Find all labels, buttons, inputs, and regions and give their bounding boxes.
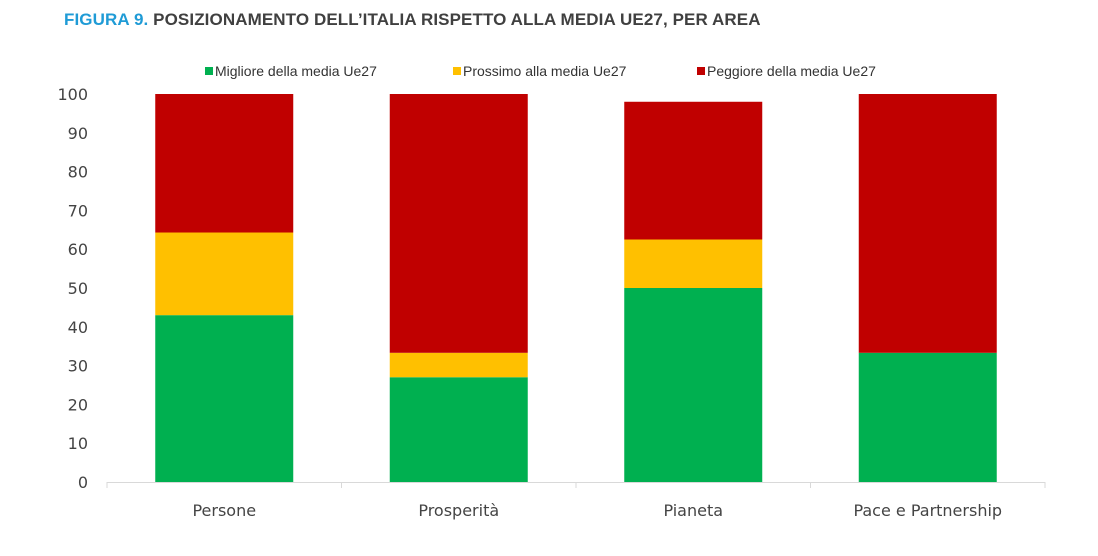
bar-segment xyxy=(155,94,294,233)
legend-label: Prossimo alla media Ue27 xyxy=(463,63,627,79)
legend: Migliore della media Ue27 Prossimo alla m… xyxy=(205,63,876,79)
bar-segment xyxy=(389,94,528,353)
y-tick-label: 60 xyxy=(68,240,88,259)
bar-segment xyxy=(389,377,528,482)
bar-segment xyxy=(624,101,763,240)
y-tick-label: 40 xyxy=(68,318,88,337)
bar-segment xyxy=(155,315,294,482)
legend-label: Migliore della media Ue27 xyxy=(215,63,377,79)
bar-segment xyxy=(624,239,763,288)
bars xyxy=(155,94,997,482)
category-label: Prosperità xyxy=(418,501,499,520)
title-prefix: FIGURA 9. xyxy=(64,10,149,29)
x-axis: Persone Prosperità Pianeta Pace e Partnersh… xyxy=(106,482,1046,520)
y-tick-label: 0 xyxy=(78,473,88,492)
category-label: Persone xyxy=(192,501,256,520)
y-tick-label: 70 xyxy=(68,201,88,220)
category-label: Pace e Partnership xyxy=(853,501,1002,520)
title-text: POSIZIONAMENTO DELL’ITALIA RISPETTO ALLA… xyxy=(153,10,761,29)
legend-swatch xyxy=(697,67,705,75)
category-label: Pianeta xyxy=(663,501,723,520)
y-axis: 0 10 20 30 40 50 60 70 80 90 100 xyxy=(57,85,88,492)
legend-swatch xyxy=(453,67,461,75)
bar-segment xyxy=(389,352,528,378)
bar-segment xyxy=(624,288,763,482)
legend-swatch xyxy=(205,67,213,75)
bar-segment xyxy=(858,352,997,482)
y-tick-label: 80 xyxy=(68,163,88,182)
y-tick-label: 90 xyxy=(68,124,88,143)
y-tick-label: 30 xyxy=(68,357,88,376)
chart-title: FIGURA 9. POSIZIONAMENTO DELL’ITALIA RIS… xyxy=(64,10,761,30)
y-tick-label: 20 xyxy=(68,395,88,414)
y-tick-label: 10 xyxy=(68,434,88,453)
y-tick-label: 100 xyxy=(57,85,88,104)
y-tick-label: 50 xyxy=(68,279,88,298)
bar-segment xyxy=(858,94,997,353)
legend-label: Peggiore della media Ue27 xyxy=(707,63,876,79)
bar-segment xyxy=(155,232,294,316)
